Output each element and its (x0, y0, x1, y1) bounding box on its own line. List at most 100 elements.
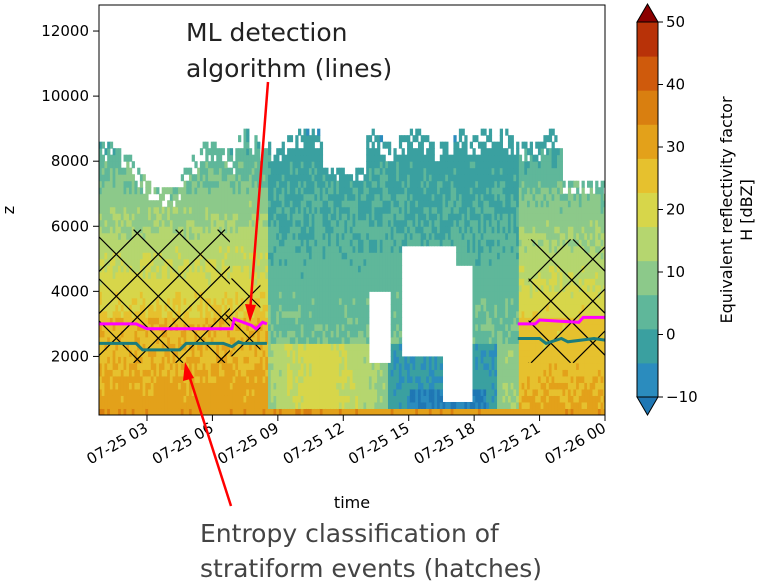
heatmap-cell (268, 343, 272, 351)
heatmap-cell (289, 252, 294, 260)
heatmap-cell (197, 388, 201, 396)
heatmap-cell (404, 154, 408, 162)
heatmap-cell (308, 395, 313, 403)
heatmap-cell (153, 343, 157, 351)
heatmap-cell (415, 154, 419, 162)
heatmap-cell (308, 252, 313, 260)
heatmap-cell (407, 219, 411, 227)
heatmap-cell (161, 375, 165, 383)
heatmap-cell (278, 317, 283, 325)
heatmap-cell (431, 180, 435, 188)
heatmap-cell (197, 180, 201, 188)
heatmap-cell (235, 356, 239, 364)
heatmap-cell (158, 278, 163, 286)
heatmap-cell (202, 226, 206, 234)
heatmap-cell (238, 304, 242, 312)
heatmap-cell (357, 187, 362, 195)
heatmap-cell (156, 330, 160, 338)
heatmap-cell (292, 388, 296, 396)
heatmap-cell (202, 252, 206, 260)
heatmap-cell (268, 252, 272, 260)
heatmap-cell (385, 388, 389, 396)
heatmap-cell (265, 278, 269, 286)
heatmap-cell (276, 362, 280, 370)
heatmap-cell (186, 349, 190, 357)
heatmap-cell (417, 239, 422, 247)
heatmap-cell (475, 167, 479, 175)
heatmap-cell (347, 226, 351, 234)
heatmap-cell (456, 161, 460, 169)
heatmap-cell (398, 310, 403, 318)
heatmap-cell (295, 388, 299, 396)
heatmap-cell (123, 401, 127, 409)
heatmap-cell (128, 174, 133, 182)
heatmap-cell (268, 193, 272, 201)
heatmap-cell (475, 154, 479, 162)
heatmap-cell (398, 382, 403, 390)
heatmap-cell (281, 291, 285, 299)
heatmap-cell (227, 330, 231, 338)
heatmap-cell (437, 408, 441, 415)
heatmap-cell (115, 245, 119, 253)
heatmap-cell (210, 395, 215, 403)
heatmap-cell (352, 213, 356, 221)
heatmap-cell (453, 141, 457, 149)
heatmap-cell (134, 187, 138, 195)
heatmap-cell (338, 232, 343, 240)
heatmap-cell (308, 200, 313, 208)
heatmap-cell (178, 401, 182, 409)
heatmap-cell (317, 258, 321, 266)
heatmap-cell (330, 239, 334, 247)
heatmap-cell (115, 180, 119, 188)
heatmap-cell (352, 362, 356, 370)
heatmap-cell (248, 167, 253, 175)
heatmap-cell (333, 330, 337, 338)
heatmap-cell (306, 206, 310, 214)
heatmap-cell (382, 408, 386, 415)
heatmap-cell (270, 219, 274, 227)
heatmap-cell (360, 291, 364, 299)
heatmap-cell (336, 200, 340, 208)
heatmap-cell (325, 310, 329, 318)
heatmap-cell (347, 362, 351, 370)
heatmap-cell (322, 382, 326, 390)
heatmap-cell (145, 284, 149, 292)
heatmap-cell (205, 330, 209, 338)
heatmap-cell (475, 401, 479, 409)
heatmap-cell (344, 265, 348, 273)
heatmap-cell (270, 265, 274, 273)
heatmap-cell (281, 193, 285, 201)
heatmap-cell (368, 382, 373, 390)
heatmap-cell (240, 362, 244, 370)
heatmap-cell (404, 174, 408, 182)
heatmap-cell (265, 258, 269, 266)
heatmap-cell (161, 382, 165, 390)
heatmap-cell (145, 219, 149, 227)
heatmap-cell (447, 174, 452, 182)
heatmap-cell (311, 252, 315, 260)
heatmap-cell (150, 265, 155, 273)
heatmap-cell (467, 187, 471, 195)
heatmap-cell (208, 291, 212, 299)
heatmap-cell (461, 213, 465, 221)
heatmap-cell (295, 408, 299, 415)
heatmap-cell (210, 336, 215, 344)
heatmap-cell (183, 330, 187, 338)
heatmap-cell (295, 310, 299, 318)
heatmap-cell (415, 382, 419, 390)
heatmap-cell (112, 310, 116, 318)
heatmap-cell (417, 167, 422, 175)
heatmap-cell (156, 336, 160, 344)
heatmap-cell (118, 375, 122, 383)
heatmap-cell (257, 284, 261, 292)
heatmap-cell (328, 401, 332, 409)
heatmap-cell (202, 167, 206, 175)
heatmap-cell (306, 226, 310, 234)
heatmap-cell (477, 382, 482, 390)
heatmap-cell (262, 167, 266, 175)
heatmap-cell (112, 265, 116, 273)
heatmap-cell (142, 304, 146, 312)
heatmap-cell (188, 388, 193, 396)
heatmap-cell (415, 375, 419, 383)
heatmap-cell (238, 310, 242, 318)
